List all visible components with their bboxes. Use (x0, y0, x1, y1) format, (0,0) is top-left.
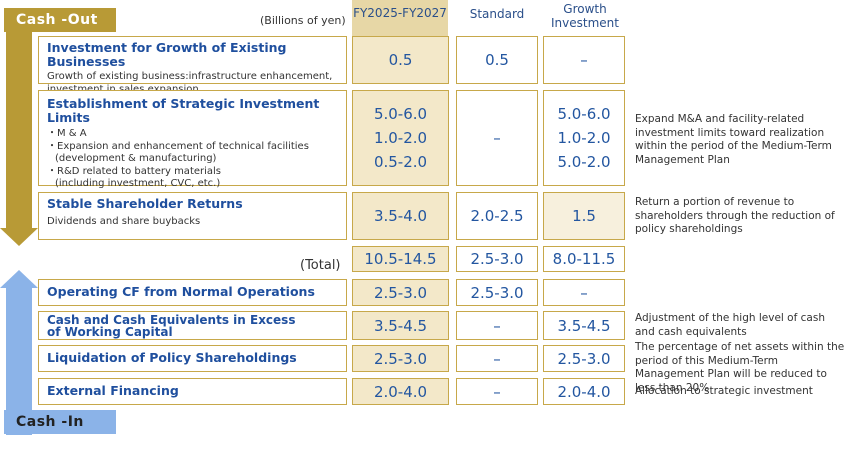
out-row-existing-growth: Investment for Growth of Existing Busine… (38, 36, 347, 95)
in-row-external-financing: External Financing (38, 378, 347, 405)
row-note: Expand M&A and facility-related investme… (635, 113, 832, 166)
cell-standard: – (456, 345, 538, 372)
cell-period: 2.0-4.0 (352, 378, 449, 405)
in-row-excess-cash: Cash and Cash Equivalents in Excess of W… (38, 311, 347, 340)
column-header-period: FY2025-FY2027 (352, 0, 448, 36)
cell-standard: – (456, 378, 538, 405)
out-row-strategic-limits: Establishment of Strategic Investment Li… (38, 90, 347, 189)
row-note: Return a portion of revenue to sharehold… (635, 196, 835, 235)
row-note: Allocation to strategic investment (635, 385, 813, 397)
row-title: Stable Shareholder Returns (47, 196, 243, 211)
cell-period: 3.5-4.0 (352, 192, 449, 240)
row-title: Investment for Growth of Existing Busine… (47, 40, 287, 69)
cell-standard: 0.5 (456, 36, 538, 84)
cell-period: 3.5-4.5 (352, 311, 449, 340)
row-item: ・Expansion and enhancement of technical … (47, 140, 309, 152)
total-label: (Total) (300, 258, 341, 273)
cash-in-label: Cash -In (4, 410, 116, 434)
cell-growth: 3.5-4.5 (543, 311, 625, 340)
cell-period: 0.5 (352, 36, 449, 84)
total-standard: 2.5-3.0 (456, 246, 538, 272)
row-item: (including investment, CVC, etc.) (55, 178, 221, 189)
row-item: ・R&D related to battery materials (47, 165, 222, 177)
cash-out-arrow (0, 8, 40, 248)
row-note: Adjustment of the high level of cash and… (635, 312, 825, 338)
row-note: The percentage of net assets within the … (635, 341, 845, 394)
cell-growth: – (543, 279, 625, 306)
cell-standard: 2.0-2.5 (456, 192, 538, 240)
cell-growth: 2.5-3.0 (543, 345, 625, 372)
row-title: Cash and Cash Equivalents in Excess of W… (47, 313, 296, 339)
row-item: ・M & A (47, 128, 87, 139)
total-growth: 8.0-11.5 (543, 246, 625, 272)
cell-standard: – (456, 90, 538, 186)
cell-standard: 2.5-3.0 (456, 279, 538, 306)
cash-out-label: Cash -Out (4, 8, 116, 32)
units-label: (Billions of yen) (260, 14, 346, 27)
row-title: Operating CF from Normal Operations (47, 284, 315, 299)
cell-period: 5.0-6.0 1.0-2.0 0.5-2.0 (352, 90, 449, 186)
cell-standard: – (456, 311, 538, 340)
row-title: Liquidation of Policy Shareholdings (47, 350, 297, 365)
cell-period: 2.5-3.0 (352, 345, 449, 372)
row-title: External Financing (47, 383, 179, 398)
cell-period: 2.5-3.0 (352, 279, 449, 306)
total-period: 10.5-14.5 (352, 246, 449, 272)
cell-growth: 2.0-4.0 (543, 378, 625, 405)
cell-growth: – (543, 36, 625, 84)
row-item: (development & manufacturing) (55, 153, 217, 164)
row-title: Establishment of Strategic Investment Li… (47, 96, 320, 125)
cell-growth: 1.5 (543, 192, 625, 240)
in-row-operating-cf: Operating CF from Normal Operations (38, 279, 347, 306)
cell-growth: 5.0-6.0 1.0-2.0 5.0-2.0 (543, 90, 625, 186)
column-header-growth: Growth Investment (551, 2, 619, 30)
in-row-policy-shareholdings: Liquidation of Policy Shareholdings (38, 345, 347, 372)
row-description: Dividends and share buybacks (47, 216, 201, 227)
out-row-shareholder-returns: Stable Shareholder Returns Dividends and… (38, 192, 347, 240)
row-description: Growth of existing business:infrastructu… (47, 71, 333, 95)
column-header-standard: Standard (469, 7, 525, 21)
